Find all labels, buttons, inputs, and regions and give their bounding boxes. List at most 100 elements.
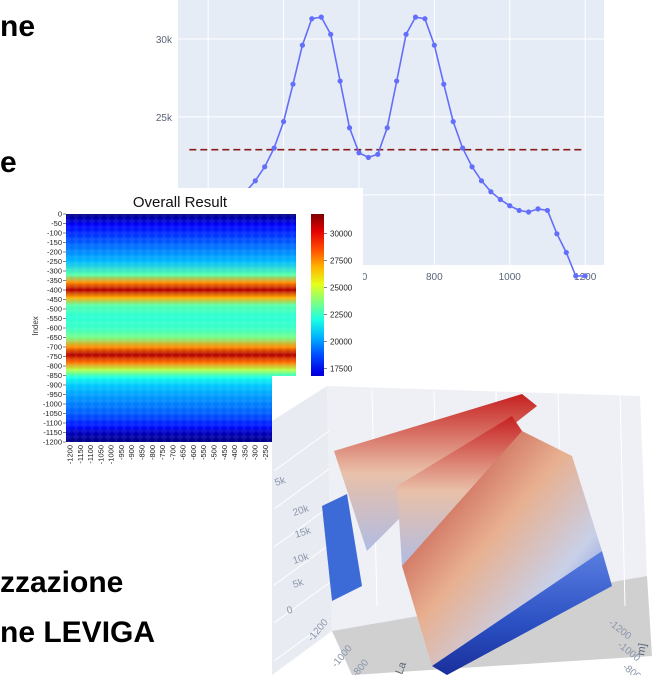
surface-top-slope: [402, 431, 602, 666]
data-point: [460, 145, 466, 151]
y-tick-label: 0: [58, 210, 62, 219]
z-tick-label: 5k: [292, 577, 306, 591]
axis-title-fragment: La: [394, 660, 410, 675]
text-fragment-bottom-1: zzazione: [0, 566, 124, 599]
data-point: [299, 42, 306, 48]
text-fragment-bottom-2: ne LEVIGA: [0, 616, 156, 649]
x-tick-label: -1050: [96, 445, 105, 464]
x-tick-label: -750: [158, 445, 167, 460]
x-tick-label: -950: [117, 445, 126, 460]
data-point: [337, 78, 343, 84]
y-tick-label: -650: [47, 333, 62, 342]
data-point: [280, 118, 287, 125]
x-tick-label: -700: [168, 445, 177, 460]
surface-gridline: [273, 544, 330, 586]
y-tick-label: -150: [47, 238, 62, 247]
data-point: [554, 231, 560, 237]
y-tick-label: -1050: [43, 409, 62, 418]
data-point: [497, 196, 503, 203]
surface-gridline: [273, 506, 330, 548]
data-point: [526, 209, 532, 215]
heatmap-chart: Overall Result Index 0-50-100-150-200-25…: [31, 194, 353, 464]
data-point: [262, 164, 268, 170]
x-tick-label: -650: [179, 445, 188, 460]
x-tick-label: -250: [261, 445, 270, 460]
colorbar-tick-label: 25000: [330, 283, 353, 292]
y-tick-label: -400: [47, 286, 62, 295]
surface-gridline: [273, 430, 330, 472]
y-tick-label: -250: [47, 257, 62, 266]
z-tick-label: 5k: [274, 475, 288, 489]
colorbar-tick-label: 27500: [330, 256, 353, 265]
y-tick-label: -1100: [43, 419, 62, 428]
y-tick-label: -900: [47, 381, 62, 390]
surface-left-block: [322, 494, 362, 601]
text-fragment-middle: e: [0, 146, 17, 179]
y-tick-label: -200: [47, 248, 62, 257]
z-tick-label: 0: [286, 605, 295, 617]
z-tick-label: 15k: [294, 525, 314, 541]
data-point: [252, 178, 258, 184]
data-point: [422, 16, 428, 22]
x-tick-label: -350: [240, 445, 249, 460]
surface-gridline: [273, 582, 330, 624]
surface-gridline: [273, 620, 330, 662]
data-point: [365, 154, 371, 161]
x-tick-label: 800: [426, 272, 443, 283]
y-tick-label: -550: [47, 314, 62, 323]
data-point: [384, 125, 390, 131]
x-tick-label: -500: [210, 445, 219, 460]
y-tick-label: -450: [47, 295, 62, 304]
data-point: [318, 14, 324, 20]
z-tick-label: 20k: [292, 503, 312, 519]
x-tick-label: -300: [251, 445, 260, 460]
surface-3d-chart: 05k10k15k20k5k-1200-1000-800-1200-1000-8…: [272, 386, 652, 675]
data-point: [375, 151, 381, 157]
y-tick-label: -1150: [43, 428, 62, 437]
axis-tick-label: -800: [620, 662, 643, 675]
x-tick-label: -400: [230, 445, 239, 460]
heatmap-texture: [66, 214, 296, 442]
colorbar: [311, 214, 324, 390]
x-tick-label: -450: [220, 445, 229, 460]
text-fragment-top: ne: [0, 10, 36, 43]
z-tick-label: 10k: [292, 551, 312, 567]
data-point: [271, 145, 277, 151]
back-wall-left: [272, 386, 332, 675]
data-point: [394, 78, 400, 84]
colorbar-tick-label: 22500: [330, 310, 353, 319]
y-tick-label: -750: [47, 352, 62, 361]
y-tick-label: -700: [47, 343, 62, 352]
data-point: [544, 207, 551, 214]
y-tick-label: -350: [47, 276, 62, 285]
data-point: [290, 81, 296, 87]
data-point: [412, 14, 419, 20]
data-point: [582, 273, 588, 279]
heatmap-panel: Overall Result Index 0 -50 -100 -150 -200 -25…: [0, 188, 363, 475]
x-tick-label: -550: [199, 445, 208, 460]
y-tick-label: -100: [47, 229, 62, 238]
data-point: [441, 81, 447, 87]
colorbar-tick-label: 20000: [330, 337, 353, 346]
data-point: [535, 206, 541, 212]
surface-gridline: [619, 390, 626, 607]
data-point: [563, 249, 569, 256]
surface-gridline: [273, 468, 330, 510]
data-point: [516, 207, 522, 214]
x-tick-label: -1150: [76, 445, 85, 464]
x-tick-label: -600: [189, 445, 198, 460]
y-tick-label: -950: [47, 390, 62, 399]
y-tick-label: -800: [47, 362, 62, 371]
heatmap-title: Overall Result: [133, 194, 228, 211]
surface-3d-panel: 0 5k 10k 15k 20k 5k -1200 -1000 -800 -1200 -1000 -8…: [272, 376, 652, 675]
x-tick-label: 1000: [499, 272, 522, 283]
data-point: [403, 31, 409, 37]
y-tick-label: -300: [47, 267, 62, 276]
x-tick-label: -1000: [107, 445, 116, 464]
y-tick-label: 25k: [156, 113, 173, 124]
y-tick-label: -50: [51, 219, 62, 228]
x-tick-label: -900: [127, 445, 136, 460]
colorbar-tick-label: 30000: [330, 229, 353, 238]
data-point: [507, 203, 513, 209]
x-tick-label: -1200: [66, 445, 75, 464]
